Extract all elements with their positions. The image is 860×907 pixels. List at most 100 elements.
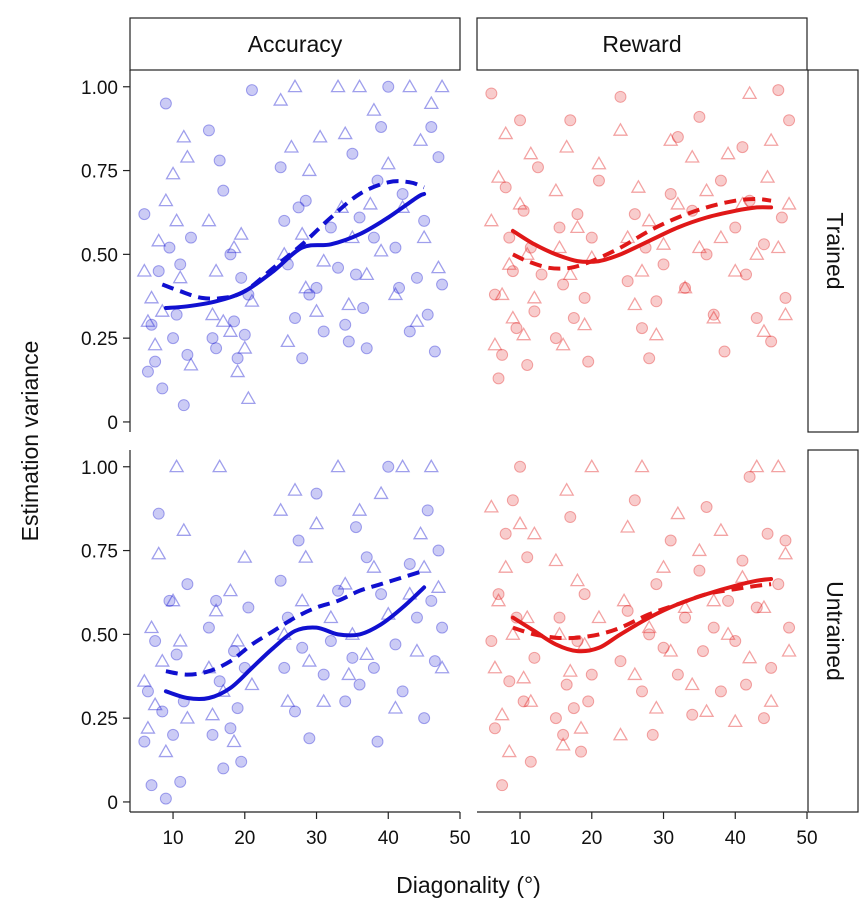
data-point-triangle xyxy=(208,263,224,277)
data-point-circle xyxy=(382,460,395,473)
data-point-triangle xyxy=(176,522,192,536)
data-point-circle xyxy=(310,281,323,294)
data-point-circle xyxy=(342,335,355,348)
data-point-circle xyxy=(228,315,241,328)
data-point-circle xyxy=(614,655,627,668)
data-point-circle xyxy=(138,208,151,221)
data-point-triangle xyxy=(573,720,589,734)
data-point-triangle xyxy=(727,713,743,728)
data-point-triangle xyxy=(179,710,196,724)
data-point-circle xyxy=(310,487,323,500)
data-point-triangle xyxy=(316,693,332,707)
data-point-triangle xyxy=(490,169,507,183)
data-point-triangle xyxy=(555,337,571,351)
data-point-triangle xyxy=(380,156,396,170)
data-point-triangle xyxy=(165,166,181,180)
data-point-triangle xyxy=(501,256,517,270)
data-point-triangle xyxy=(698,182,715,197)
data-point-triangle xyxy=(140,313,156,327)
data-point-triangle xyxy=(179,149,196,163)
data-point-triangle xyxy=(759,169,776,183)
data-point-triangle xyxy=(430,259,447,274)
data-point-triangle xyxy=(151,233,167,247)
data-point-circle xyxy=(353,678,366,691)
data-point-circle xyxy=(432,544,445,557)
trend-line-dashed xyxy=(512,582,772,641)
data-point-triangle xyxy=(434,78,450,93)
data-point-circle xyxy=(757,238,770,251)
data-point-triangle xyxy=(373,485,389,500)
data-point-circle xyxy=(217,184,230,197)
data-point-circle xyxy=(693,110,706,123)
data-point-triangle xyxy=(222,582,239,597)
data-point-triangle xyxy=(663,132,679,146)
data-point-circle xyxy=(428,345,441,358)
data-point-triangle xyxy=(430,579,447,593)
data-point-triangle xyxy=(330,458,346,473)
data-point-circle xyxy=(492,372,505,385)
y-tick-label: 0.25 xyxy=(81,329,118,350)
data-point-circle xyxy=(575,745,588,758)
data-point-triangle xyxy=(505,310,521,324)
data-point-circle xyxy=(740,678,753,691)
data-point-triangle xyxy=(154,653,170,667)
data-point-triangle xyxy=(366,559,382,573)
data-point-circle xyxy=(235,271,248,284)
data-point-triangle xyxy=(423,458,439,473)
data-point-triangle xyxy=(229,363,246,378)
data-point-circle xyxy=(714,685,727,698)
data-point-circle xyxy=(170,308,183,321)
column-strip-reward xyxy=(476,17,808,71)
data-point-triangle xyxy=(341,296,357,311)
data-point-circle xyxy=(184,231,197,244)
data-point-circle xyxy=(202,124,215,137)
data-point-circle xyxy=(152,507,165,520)
data-point-triangle xyxy=(341,666,357,681)
data-point-circle xyxy=(436,621,449,634)
data-point-triangle xyxy=(362,196,378,210)
data-point-triangle xyxy=(237,340,253,354)
data-point-circle xyxy=(636,322,648,335)
data-point-triangle xyxy=(244,293,260,307)
data-point-circle xyxy=(585,231,598,244)
y-tick-label: 0 xyxy=(107,793,118,814)
x-tick-label: 40 xyxy=(378,828,399,849)
data-point-circle xyxy=(389,638,402,651)
data-point-circle xyxy=(242,601,255,614)
data-point-circle xyxy=(357,301,370,314)
data-point-circle xyxy=(432,151,445,164)
row-strip-label-trained: Trained xyxy=(822,212,848,289)
data-point-circle xyxy=(274,161,287,174)
data-point-circle xyxy=(686,708,699,721)
data-point-circle xyxy=(775,211,788,224)
column-strip-label-reward: Reward xyxy=(602,31,681,57)
data-point-triangle xyxy=(169,458,185,473)
data-point-circle xyxy=(296,641,309,654)
data-point-circle xyxy=(163,241,176,254)
data-point-circle xyxy=(488,288,501,301)
data-point-circle xyxy=(549,332,562,345)
data-point-triangle xyxy=(523,693,539,707)
data-point-circle xyxy=(553,611,566,624)
data-point-circle xyxy=(696,645,709,658)
data-point-triangle xyxy=(183,357,199,371)
data-point-circle xyxy=(213,675,226,688)
data-point-triangle xyxy=(312,129,328,143)
data-point-triangle xyxy=(555,737,571,751)
data-point-circle xyxy=(499,527,512,540)
data-point-triangle xyxy=(781,196,797,210)
data-point-circle xyxy=(418,712,431,725)
data-point-circle xyxy=(382,80,395,93)
data-point-circle xyxy=(396,685,409,698)
data-point-circle xyxy=(217,762,230,775)
data-point-circle xyxy=(628,208,641,221)
y-tick-label: 0.75 xyxy=(81,162,118,183)
data-point-triangle xyxy=(222,323,239,337)
x-tick-label: 20 xyxy=(234,828,255,849)
row-strip-untrained xyxy=(807,449,859,813)
data-point-triangle xyxy=(172,633,188,647)
data-point-triangle xyxy=(684,149,700,163)
data-point-circle xyxy=(292,534,305,547)
data-point-circle xyxy=(375,588,388,601)
